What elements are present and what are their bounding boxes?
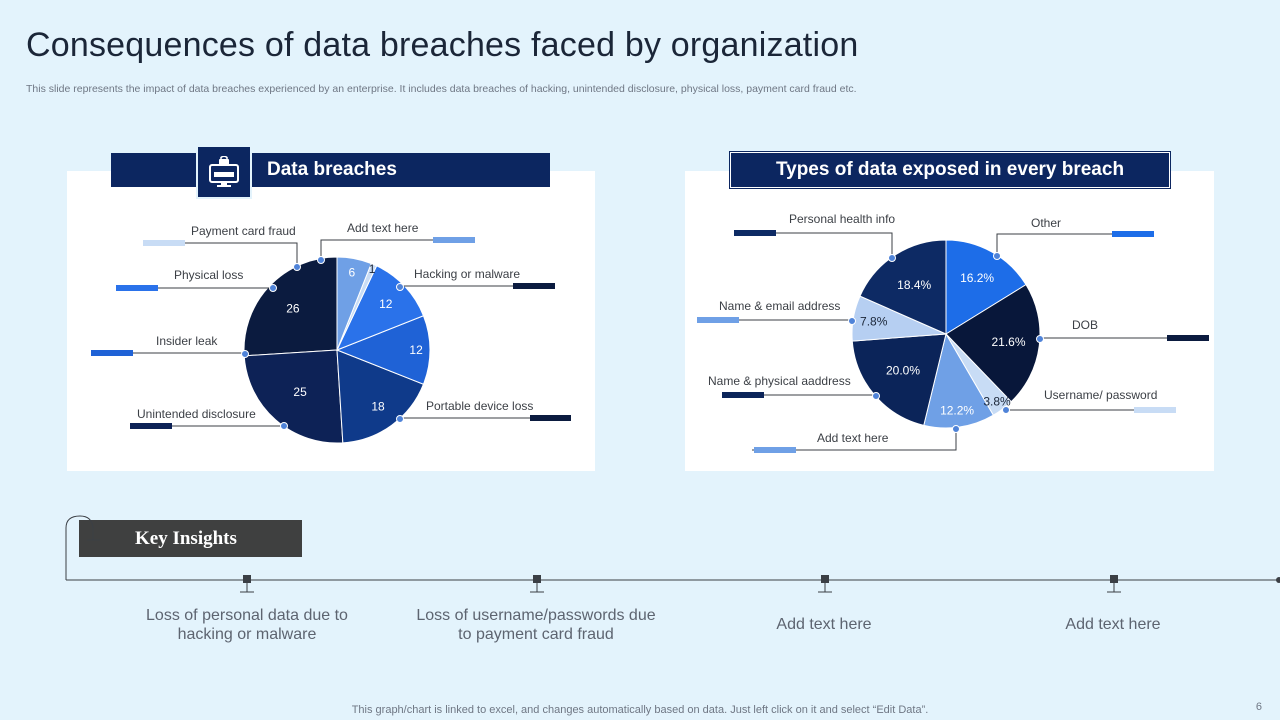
pie1-value-physical-loss: 12 (379, 297, 393, 311)
pie1-legend-bar-portable-device-loss (530, 415, 571, 421)
insight-text-2: Loss of username/passwords due to paymen… (416, 607, 656, 643)
pie2-value-username-password: 3.8% (983, 395, 1011, 409)
lock-monitor-icon (196, 145, 252, 199)
page-subtitle: This slide represents the impact of data… (26, 83, 857, 95)
pie1-legend-bar-hacking-or-malware (513, 283, 555, 289)
pie2-value-personal-health-info: 18.4% (897, 278, 931, 292)
key-insights-label: Key Insights (135, 527, 237, 549)
pie1-legend-bar-insider-leak (91, 350, 133, 356)
pie1-slice-portable-device-loss (243, 349, 344, 444)
pie1-label-payment-card-fraud: Payment card fraud (191, 224, 296, 238)
pie2-leader-personal-health-info (734, 232, 893, 258)
pie1-label-insider-leak: Insider leak (156, 334, 218, 348)
pie1-label-hacking-or-malware: Hacking or malware (414, 267, 520, 281)
timeline-marker-1 (240, 575, 254, 593)
timeline-end-dot (1276, 577, 1280, 583)
pie2-leader-dot-personal-health-info (888, 254, 896, 262)
insight-text-4: Add text here (1065, 616, 1161, 633)
pie2-leader-other (996, 233, 1112, 256)
pie1-slice-insider-leak (335, 315, 431, 385)
pie2-label-personal-health-info: Personal health info (789, 212, 895, 226)
pie1-value-portable-device-loss: 25 (293, 385, 307, 399)
pie2-label-dob: DOB (1072, 318, 1098, 332)
pie2-leader-dot-username-password (1002, 406, 1010, 414)
data-types-header-label: Types of data exposed in every breach (775, 159, 1125, 180)
key-insights-title: Key Insights (79, 520, 302, 557)
pie2-label-name-physical-aaddress: Name & physical aaddress (708, 374, 851, 388)
timeline-hook (65, 515, 94, 580)
pie1-label-physical-loss: Physical loss (174, 268, 243, 282)
pie1-slice-add-text-here (336, 256, 372, 351)
pie2-slice-other (945, 239, 1027, 335)
pie1-value-insider-leak: 12 (409, 343, 423, 357)
pie1-leader-dot-physical-loss (269, 284, 277, 292)
data-types-header: Types of data exposed in every breach (729, 151, 1171, 189)
footer-note: This graph/chart is linked to excel, and… (351, 704, 929, 716)
pie1-slice-unintended-disclosure (336, 349, 425, 444)
pie1-label-portable-device-loss: Portable device loss (426, 399, 533, 413)
pie1-label-unintended-disclosure: Unintended disclosure (137, 407, 256, 421)
pie2-value-name-physical-aaddress: 20.0% (886, 364, 920, 378)
pie2-legend-bar-name-email-address (697, 317, 739, 323)
pie1-legend-bar-unintended-disclosure (130, 423, 172, 429)
pie1-legend-bar-payment-card-fraud (143, 240, 185, 246)
pie2-label-name-email-address: Name & email address (719, 299, 840, 313)
data-breaches-header-label: Data breaches (267, 159, 397, 180)
pie1-leader-dot-unintended-disclosure (280, 422, 288, 430)
pie2-legend-bar-personal-health-info (734, 230, 776, 236)
pie1-label-add-text-here: Add text here (347, 221, 419, 235)
pie2-leader-dot-dob (1036, 335, 1044, 343)
pie1-leader-payment-card-fraud (143, 242, 298, 267)
pie2-legend-bar-dob (1167, 335, 1209, 341)
data-breaches-header: Data breaches (111, 153, 550, 187)
pie1-leader-add-text-here (320, 239, 433, 260)
pie2-leader-dot-name-physical-aaddress (872, 392, 880, 400)
pie1-value-payment-card-fraud: 1 (369, 262, 376, 276)
timeline-marker-3 (818, 575, 832, 593)
page-title: Consequences of data breaches faced by o… (26, 26, 859, 64)
pie2-leader-dot-add-text-here (952, 425, 960, 433)
pie1-leader-dot-payment-card-fraud (293, 263, 301, 271)
pie2-legend-bar-name-physical-aaddress (722, 392, 764, 398)
pie2-leader-dot-name-email-address (848, 317, 856, 325)
timeline-marker-2 (530, 575, 544, 593)
pie2-value-other: 16.2% (960, 271, 994, 285)
pie2-label-add-text-here: Add text here (817, 431, 889, 445)
pie2-legend-bar-username-password (1134, 407, 1176, 413)
pie2-label-other: Other (1031, 216, 1061, 230)
pie1-leader-dot-hacking-or-malware (396, 283, 404, 291)
pie2-leader-add-text-here (752, 429, 957, 451)
pie1-leader-dot-insider-leak (241, 350, 249, 358)
pie1-legend-bar-add-text-here (433, 237, 475, 243)
pie2-slice-add-text-here (923, 332, 995, 429)
timeline-marker-4 (1107, 575, 1121, 593)
pie2-value-add-text-here: 12.2% (940, 403, 974, 417)
pie2-slice-dob (945, 283, 1041, 403)
pie1-leader-dot-portable-device-loss (396, 415, 404, 423)
insight-text-1: Loss of personal data due to hacking or … (146, 607, 348, 643)
pie2-legend-bar-other (1112, 231, 1154, 237)
pie2-legend-bar-add-text-here (754, 447, 796, 453)
page-number: 6 (1255, 701, 1262, 713)
pie1-legend-bar-physical-loss (116, 285, 158, 291)
insight-text-3: Add text here (776, 616, 872, 633)
pie2-label-username-password: Username/ password (1044, 388, 1157, 402)
pie1-value-add-text-here: 6 (348, 265, 355, 279)
pie1-value-unintended-disclosure: 18 (371, 399, 385, 413)
pie2-value-name-email-address: 7.8% (860, 315, 888, 329)
pie1-leader-dot-add-text-here (317, 256, 325, 264)
pie1-value-hacking-or-malware: 26 (286, 302, 300, 316)
pie2-leader-dot-other (993, 252, 1001, 260)
pie2-value-dob: 21.6% (991, 335, 1025, 349)
